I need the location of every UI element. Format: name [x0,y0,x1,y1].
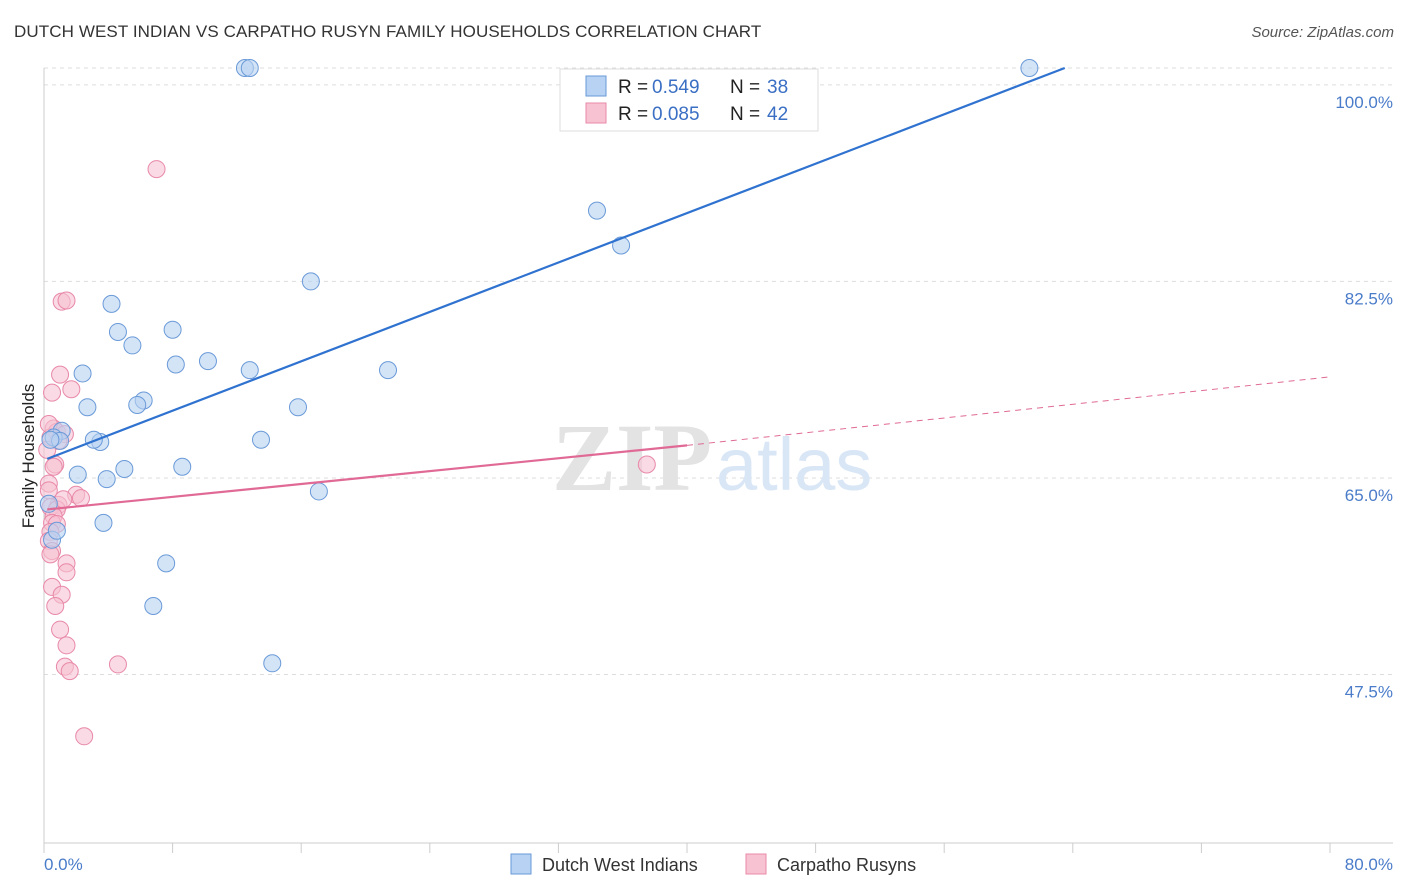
x-tick-label: 80.0% [1345,855,1393,874]
data-point [102,294,121,313]
data-point [163,320,182,339]
series-swatch-blue [510,853,532,875]
x-tick-label: 0.0% [44,855,83,874]
chart-title: DUTCH WEST INDIAN VS CARPATHO RUSYN FAMI… [14,22,762,41]
legend-n-value-2: 42 [767,104,788,125]
correlation-legend: R = 0.549 N = 38 R = 0.085 N = 42 [559,68,819,132]
data-point [41,430,60,449]
data-point [587,201,606,220]
trend-line [47,444,688,511]
data-point [84,430,103,449]
dutch-west-indians-points [39,59,1039,673]
data-point [62,380,81,399]
data-point [123,336,142,355]
data-point [57,563,76,582]
series-swatch-pink [745,853,767,875]
data-point [97,470,116,489]
watermark: ZIP atlas [552,404,872,511]
watermark-zip: ZIP [552,404,712,511]
legend-swatch-pink [585,102,607,124]
data-point [263,654,282,673]
data-point [94,513,113,532]
y-tick-label: 82.5% [1345,289,1393,308]
data-point [309,482,328,501]
data-point [43,383,62,402]
watermark-atlas: atlas [716,423,872,506]
data-point [1020,59,1039,77]
data-point [252,430,271,449]
legend-r-value-1: 0.549 [652,77,700,98]
data-point [147,160,166,179]
data-point [288,398,307,417]
legend-n-value-1: 38 [767,77,788,98]
y-tick-label: 100.0% [1335,93,1393,112]
y-tick-label: 65.0% [1345,486,1393,505]
data-point [240,59,259,77]
data-point [47,521,66,540]
data-point [75,727,94,746]
data-point [115,459,134,478]
legend-n-label-1: N = [730,77,760,98]
data-point [128,395,147,414]
x-tick-labels: 0.0% 80.0% [43,843,1393,874]
data-point [78,398,97,417]
data-point [157,554,176,573]
data-point [51,620,70,639]
data-point [173,457,192,476]
trend-line [46,66,1066,460]
legend-n-label-2: N = [730,104,760,125]
data-point [57,291,76,310]
data-point [73,364,92,383]
series-legend: Dutch West Indians Carpatho Rusyns [510,853,916,875]
data-point [57,636,76,655]
y-axis-label: Family Households [19,384,38,529]
series-label-pink: Carpatho Rusyns [777,855,916,875]
trend-line-extension [686,376,1331,446]
data-point [60,662,79,681]
data-point [240,361,259,380]
data-point [68,465,87,484]
y-tick-label: 47.5% [1345,683,1393,702]
data-point [166,355,185,374]
data-point [44,457,63,476]
series-label-blue: Dutch West Indians [542,855,698,875]
legend-r-label-2: R = [618,104,648,125]
data-point [144,597,163,616]
y-tick-labels: 100.0% 82.5% 65.0% 47.5% [1335,93,1393,702]
legend-r-label-1: R = [618,77,648,98]
legend-swatch-blue [585,75,607,97]
source-label: Source: ZipAtlas.com [1251,24,1394,41]
data-point [108,655,127,674]
trend-lines [46,66,1331,511]
data-point [637,455,656,474]
data-point [71,489,90,508]
data-point [301,272,320,291]
data-point [46,597,65,616]
data-point [51,365,70,384]
data-point [379,361,398,380]
carpatho-rusyns-points [38,160,656,746]
data-point [108,322,127,341]
legend-r-value-2: 0.085 [652,104,700,125]
data-point [198,352,217,371]
